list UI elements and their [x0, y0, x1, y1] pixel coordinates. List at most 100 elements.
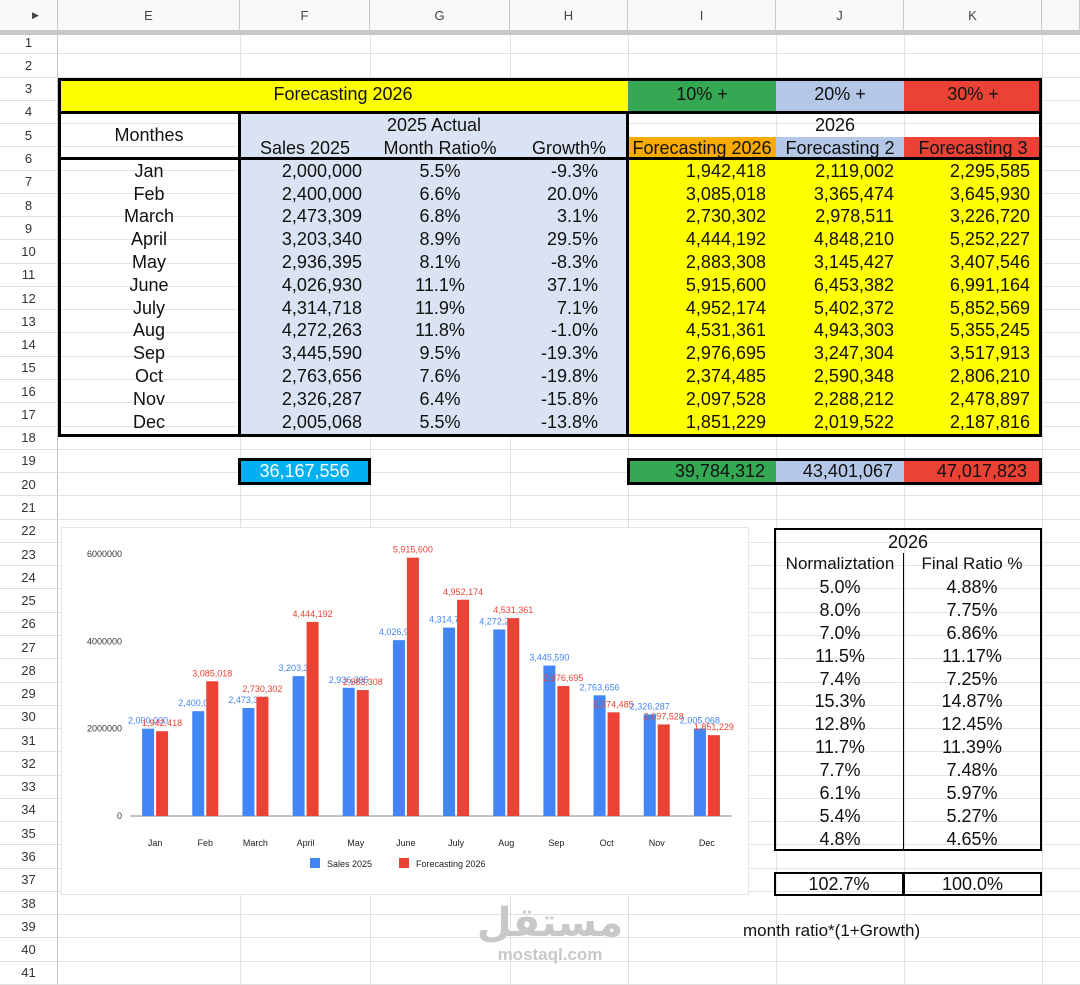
forecast-title-cell[interactable]: Forecasting 2026 [58, 78, 628, 111]
final-cell[interactable]: 7.25% [946, 668, 998, 689]
row-header[interactable]: 8 [0, 193, 58, 218]
row-header[interactable]: 2 [0, 54, 58, 78]
row-header[interactable]: 12 [0, 286, 58, 311]
total-fc3-cell[interactable]: 47,017,823 [904, 458, 1042, 485]
final-cell[interactable]: 7.48% [946, 760, 998, 781]
fc3-cell[interactable]: 3,226,720 [949, 206, 1030, 227]
growth-cell[interactable]: -9.3% [550, 160, 598, 181]
total-norm-cell[interactable]: 102.7% [774, 872, 904, 896]
row-header[interactable]: 31 [0, 729, 58, 753]
norm-cell[interactable]: 12.8% [814, 714, 866, 735]
fc3-cell[interactable]: 6,991,164 [949, 274, 1030, 295]
row-header[interactable]: 22 [0, 519, 58, 543]
ratio-cell[interactable]: 11.1% [415, 274, 465, 295]
fc2-header[interactable]: Forecasting 2 [776, 137, 904, 159]
norm-cell[interactable]: 7.4% [819, 668, 861, 689]
row-header[interactable]: 25 [0, 589, 58, 613]
sales-cell[interactable]: 2,400,000 [281, 183, 362, 204]
ratio-cell[interactable]: 8.1% [419, 252, 461, 273]
sales-cell[interactable]: 4,272,263 [281, 320, 362, 341]
row-header[interactable]: 24 [0, 566, 58, 590]
row-header[interactable]: 18 [0, 426, 58, 450]
final-cell[interactable]: 5.27% [946, 805, 998, 826]
column-header-j[interactable]: J [776, 0, 904, 31]
fc1-cell[interactable]: 4,531,361 [685, 320, 766, 341]
fc2-cell[interactable]: 3,247,304 [813, 343, 894, 364]
norm-cell[interactable]: 7.7% [819, 760, 861, 781]
row-header[interactable]: 40 [0, 938, 58, 962]
final-cell[interactable]: 4.88% [946, 576, 998, 597]
norm-cell[interactable]: 6.1% [819, 783, 861, 804]
growth-cell[interactable]: 7.1% [556, 297, 598, 318]
sales-chart[interactable]: 0 2000000 4000000 6000000 2,000,000 1,942,418… [62, 528, 748, 894]
row-header[interactable]: 37 [0, 868, 58, 892]
final-header[interactable]: Final Ratio % [904, 553, 1040, 575]
sales-cell[interactable]: 4,026,930 [281, 274, 362, 295]
row-header[interactable]: 32 [0, 752, 58, 776]
year-header[interactable]: 2026 [628, 114, 1042, 136]
ratio-year[interactable]: 2026 [776, 531, 1040, 553]
fc3-cell[interactable]: 5,852,569 [949, 297, 1030, 318]
month-cell[interactable]: Sep [132, 343, 166, 364]
row-header[interactable]: 29 [0, 682, 58, 706]
fc2-cell[interactable]: 4,848,210 [813, 229, 894, 250]
select-all-corner[interactable]: ▶ [0, 0, 58, 31]
row-header[interactable]: 3 [0, 77, 58, 101]
growth-cell[interactable]: 29.5% [546, 229, 598, 250]
row-header[interactable]: 4 [0, 100, 58, 125]
column-header-f[interactable]: F [240, 0, 370, 31]
final-cell[interactable]: 7.75% [946, 599, 998, 620]
sales-cell[interactable]: 2,763,656 [281, 366, 362, 387]
ratio-cell[interactable]: 5.5% [419, 160, 461, 181]
month-cell[interactable]: June [129, 274, 169, 295]
ratio-cell[interactable]: 8.9% [419, 229, 461, 250]
fc3-cell[interactable]: 5,355,245 [949, 320, 1030, 341]
ratio-header[interactable]: Month Ratio% [370, 137, 510, 159]
final-cell[interactable]: 11.17% [942, 645, 1002, 666]
row-header[interactable]: 16 [0, 380, 58, 404]
fc1-cell[interactable]: 4,952,174 [685, 297, 766, 318]
sales-cell[interactable]: 2,473,309 [281, 206, 362, 227]
month-cell[interactable]: Jan [134, 160, 164, 181]
row-header[interactable]: 41 [0, 961, 58, 985]
row-header[interactable]: 13 [0, 310, 58, 334]
row-header[interactable]: 11 [0, 263, 58, 287]
sales-cell[interactable]: 2,000,000 [281, 160, 362, 181]
month-cell[interactable]: Nov [132, 388, 165, 409]
row-header[interactable]: 23 [0, 542, 58, 567]
growth-cell[interactable]: -19.8% [540, 366, 598, 387]
final-cell[interactable]: 5.97% [946, 783, 998, 804]
ratio-cell[interactable]: 11.9% [415, 297, 465, 318]
ratio-cell[interactable]: 7.6% [419, 366, 461, 387]
fc2-cell[interactable]: 3,365,474 [813, 183, 894, 204]
fc1-cell[interactable]: 2,097,528 [685, 388, 766, 409]
fc1-header[interactable]: Forecasting 2026 [628, 137, 776, 159]
sales-header[interactable]: Sales 2025 [240, 137, 370, 159]
month-cell[interactable]: May [131, 252, 166, 273]
row-header[interactable]: 27 [0, 635, 58, 660]
row-header[interactable]: 17 [0, 403, 58, 427]
row-header[interactable]: 7 [0, 170, 58, 194]
total-sales-cell[interactable]: 36,167,556 [238, 458, 371, 485]
norm-cell[interactable]: 8.0% [819, 599, 861, 620]
growth-cell[interactable]: -15.8% [540, 388, 598, 409]
row-header[interactable]: 20 [0, 473, 58, 497]
fc3-header[interactable]: Forecasting 3 [904, 137, 1042, 159]
fc2-cell[interactable]: 2,978,511 [815, 206, 894, 227]
fc3-cell[interactable]: 5,252,227 [949, 229, 1030, 250]
months-header[interactable]: Monthes [58, 111, 240, 159]
column-header-i[interactable]: I [628, 0, 776, 31]
fc1-cell[interactable]: 1,942,418 [685, 160, 766, 181]
norm-cell[interactable]: 11.5% [815, 645, 865, 666]
fc2-cell[interactable]: 2,288,212 [813, 388, 894, 409]
ratio-cell[interactable]: 5.5% [419, 411, 461, 432]
row-header[interactable]: 36 [0, 845, 58, 869]
norm-cell[interactable]: 7.0% [819, 622, 861, 643]
total-final-cell[interactable]: 100.0% [903, 872, 1042, 896]
row-header[interactable]: 33 [0, 775, 58, 799]
final-cell[interactable]: 4.65% [946, 828, 998, 849]
growth-header[interactable]: Growth% [510, 137, 628, 159]
row-header[interactable]: 26 [0, 612, 58, 636]
fc1-cell[interactable]: 4,444,192 [685, 229, 766, 250]
column-header-h[interactable]: H [510, 0, 628, 31]
